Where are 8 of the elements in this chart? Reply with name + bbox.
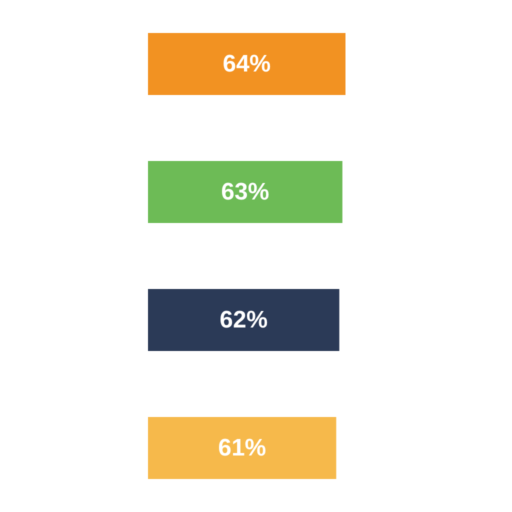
bar <box>148 417 336 479</box>
data-label: 63% <box>221 178 270 206</box>
data-label: 61% <box>218 434 266 462</box>
bar <box>148 161 342 223</box>
bar <box>148 33 346 95</box>
bar <box>148 289 340 351</box>
data-label: 62% <box>220 306 268 334</box>
data-label: 64% <box>222 50 271 78</box>
